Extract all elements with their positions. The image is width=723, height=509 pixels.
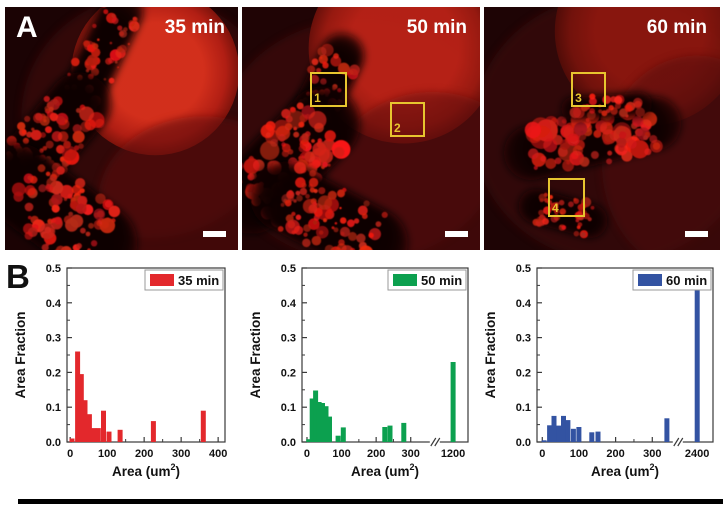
svg-text:100: 100 <box>98 448 116 460</box>
time-label-35min: 35 min <box>164 17 225 38</box>
micrograph-60min: 60 min 3 4 <box>484 7 720 250</box>
fluorescence-image-50min <box>242 7 480 250</box>
svg-text:0.3: 0.3 <box>46 333 61 345</box>
svg-text:0.1: 0.1 <box>281 402 296 414</box>
svg-text:0.2: 0.2 <box>516 367 531 379</box>
svg-text:0.2: 0.2 <box>281 367 296 379</box>
roi-box-1: 1 <box>310 71 347 107</box>
roi-box-4: 4 <box>547 177 585 217</box>
roi-box-3: 3 <box>571 71 606 107</box>
svg-text:0.5: 0.5 <box>46 263 61 275</box>
svg-text:0.2: 0.2 <box>46 367 61 379</box>
svg-text:400: 400 <box>209 448 227 460</box>
svg-text:100: 100 <box>332 448 350 460</box>
panel-a-label: A <box>16 11 39 44</box>
histogram-50min: 0.0 0.1 0.2 0.3 0.4 0.5 0 100 200 300 1200 50 min Ar… <box>248 263 469 479</box>
svg-text:0.0: 0.0 <box>516 437 531 449</box>
svg-text:300: 300 <box>172 448 190 460</box>
svg-text:Area Fraction: Area Fraction <box>483 311 498 398</box>
svg-text:Area (um2): Area (um2) <box>112 462 180 479</box>
roi-box-label: 1 <box>314 90 321 105</box>
histogram-35min: 0.0 0.1 0.2 0.3 0.4 0.5 0 100 200 300 400 35 min Are… <box>13 263 227 479</box>
svg-text:60 min: 60 min <box>666 273 707 288</box>
micrograph-50min: 50 min 1 2 <box>242 7 480 250</box>
svg-text:50 min: 50 min <box>421 273 462 288</box>
svg-text:0.4: 0.4 <box>281 298 297 310</box>
svg-text:0.0: 0.0 <box>46 437 61 449</box>
svg-text:0.4: 0.4 <box>516 298 532 310</box>
svg-text:Area (um2): Area (um2) <box>591 462 659 479</box>
svg-text:0.3: 0.3 <box>281 333 296 345</box>
time-label-50min: 50 min <box>406 17 467 38</box>
scale-bar <box>685 231 708 237</box>
svg-text:2400: 2400 <box>685 448 709 460</box>
svg-text:0.0: 0.0 <box>281 437 296 449</box>
svg-text:0.3: 0.3 <box>516 333 531 345</box>
svg-text:0.4: 0.4 <box>46 298 62 310</box>
svg-text:1200: 1200 <box>441 448 465 460</box>
svg-text:0.1: 0.1 <box>516 402 531 414</box>
roi-box-label: 4 <box>551 200 559 215</box>
svg-text:200: 200 <box>135 448 153 460</box>
svg-text:200: 200 <box>606 448 624 460</box>
svg-text:0.5: 0.5 <box>281 263 296 275</box>
svg-text:200: 200 <box>367 448 385 460</box>
svg-text:Area Fraction: Area Fraction <box>248 311 263 398</box>
svg-text:35 min: 35 min <box>178 273 219 288</box>
svg-text:100: 100 <box>570 448 588 460</box>
micrograph-35min: A 35 min <box>5 7 238 250</box>
svg-text:0.1: 0.1 <box>46 402 61 414</box>
svg-text:Area (um2): Area (um2) <box>351 462 419 479</box>
svg-text:300: 300 <box>402 448 420 460</box>
svg-text:0: 0 <box>67 448 73 460</box>
histogram-60min: 0.0 0.1 0.2 0.3 0.4 0.5 0 100 200 300 2400 60 min Ar… <box>483 263 714 479</box>
svg-text:Area Fraction: Area Fraction <box>13 311 28 398</box>
roi-box-label: 2 <box>394 120 401 135</box>
svg-text:0.5: 0.5 <box>516 263 531 275</box>
time-label-60min: 60 min <box>646 17 707 38</box>
scale-bar <box>203 231 226 237</box>
panel-b-label: B <box>6 258 30 295</box>
fluorescence-image-35min <box>5 7 238 250</box>
fluorescence-image-60min <box>484 7 720 250</box>
svg-text:0: 0 <box>304 448 310 460</box>
scale-bar <box>445 231 468 237</box>
roi-box-2: 2 <box>390 102 426 137</box>
svg-text:0: 0 <box>539 448 545 460</box>
roi-box-label: 3 <box>575 90 582 105</box>
bottom-rule <box>18 499 723 504</box>
svg-text:300: 300 <box>643 448 661 460</box>
